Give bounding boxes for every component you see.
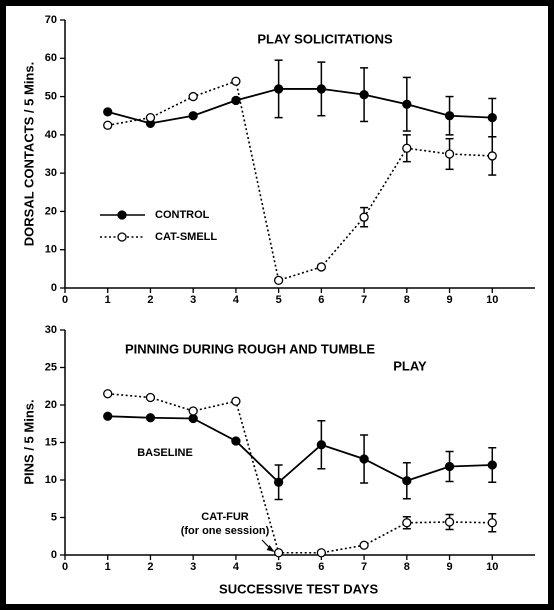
series-line	[107, 88, 493, 125]
x-tick-label: 3	[190, 294, 196, 306]
marker	[316, 262, 327, 272]
marker	[273, 477, 284, 487]
annotation: BASELINE	[137, 447, 193, 459]
marker	[273, 84, 284, 94]
x-tick-label: 4	[233, 294, 240, 306]
y-tick-label: 10	[45, 244, 57, 256]
y-tick-label: 25	[45, 361, 57, 373]
marker	[487, 151, 497, 161]
x-tick-label: 3	[190, 561, 196, 573]
marker	[103, 120, 113, 130]
y-tick-label: 30	[45, 324, 57, 336]
marker	[444, 461, 455, 472]
marker	[444, 111, 455, 121]
y-tick-label: 0	[51, 282, 57, 294]
x-tick-label: 1	[105, 294, 111, 306]
x-tick-label: 9	[446, 561, 452, 573]
marker	[273, 275, 284, 285]
marker	[188, 406, 198, 416]
marker	[359, 90, 369, 100]
x-tick-label: 5	[276, 294, 282, 306]
x-tick-label: 7	[361, 294, 367, 306]
annotation: (for one session)	[181, 525, 270, 537]
x-tick-label: 0	[62, 294, 68, 306]
chart-title: PINNING DURING ROUGH AND TUMBLE	[125, 341, 375, 356]
marker	[444, 149, 455, 159]
x-tick-label: 10	[486, 294, 498, 306]
marker	[359, 212, 369, 222]
y-tick-label: 0	[51, 549, 57, 561]
x-tick-label: 1	[105, 561, 111, 573]
marker	[188, 413, 198, 424]
y-tick-label: 70	[45, 14, 57, 26]
y-axis-label: DORSAL CONTACTS / 5 Mins.	[21, 62, 36, 246]
x-tick-label: 2	[147, 561, 153, 573]
y-tick-label: 15	[45, 436, 57, 448]
y-tick-label: 20	[45, 399, 57, 411]
chart-title: PLAY SOLICITATIONS	[257, 31, 393, 46]
marker	[273, 548, 284, 558]
marker	[316, 440, 327, 450]
marker	[145, 112, 156, 123]
marker	[316, 548, 327, 558]
legend-marker	[117, 210, 127, 220]
marker	[231, 436, 241, 446]
marker	[402, 476, 412, 486]
marker	[487, 518, 497, 528]
marker	[103, 107, 113, 117]
marker	[402, 143, 412, 153]
y-tick-label: 30	[45, 167, 57, 179]
marker	[188, 111, 198, 121]
marker	[487, 460, 497, 470]
y-tick-label: 40	[45, 129, 57, 141]
x-tick-label: 7	[361, 561, 367, 573]
x-tick-label: 10	[486, 561, 498, 573]
x-tick-label: 8	[404, 294, 410, 306]
y-tick-label: 50	[45, 90, 57, 102]
x-tick-label: 4	[233, 561, 240, 573]
x-tick-label: 2	[147, 294, 153, 306]
y-tick-label: 5	[51, 511, 57, 523]
marker	[487, 112, 497, 123]
marker	[316, 84, 327, 94]
annotation: CAT-FUR	[201, 511, 249, 523]
arrow-head	[266, 545, 275, 552]
marker	[188, 91, 198, 102]
y-axis-label: PINS / 5 Mins.	[21, 399, 36, 484]
marker	[145, 413, 156, 423]
legend-marker	[117, 232, 127, 242]
y-tick-label: 20	[45, 205, 57, 217]
x-tick-label: 9	[446, 294, 452, 306]
x-tick-label: 5	[276, 561, 282, 573]
marker	[444, 517, 455, 527]
series-line	[107, 415, 493, 484]
marker	[359, 540, 369, 550]
x-tick-label: 6	[318, 561, 324, 573]
marker	[103, 389, 113, 399]
marker	[103, 411, 113, 421]
x-tick-label: 8	[404, 561, 410, 573]
x-axis-label: SUCCESSIVE TEST DAYS	[219, 581, 379, 596]
legend-label: CONTROL	[155, 209, 210, 221]
marker	[231, 76, 241, 86]
y-tick-label: 10	[45, 474, 57, 486]
marker	[359, 454, 369, 464]
chart-subtitle: PLAY	[393, 358, 427, 373]
legend-label: CAT-SMELL	[155, 231, 217, 243]
y-tick-label: 60	[45, 52, 57, 64]
marker	[231, 396, 241, 406]
marker	[402, 99, 412, 109]
marker	[145, 392, 156, 403]
x-tick-label: 0	[62, 561, 68, 573]
marker	[402, 518, 412, 528]
marker	[231, 95, 241, 106]
x-tick-label: 6	[318, 294, 324, 306]
